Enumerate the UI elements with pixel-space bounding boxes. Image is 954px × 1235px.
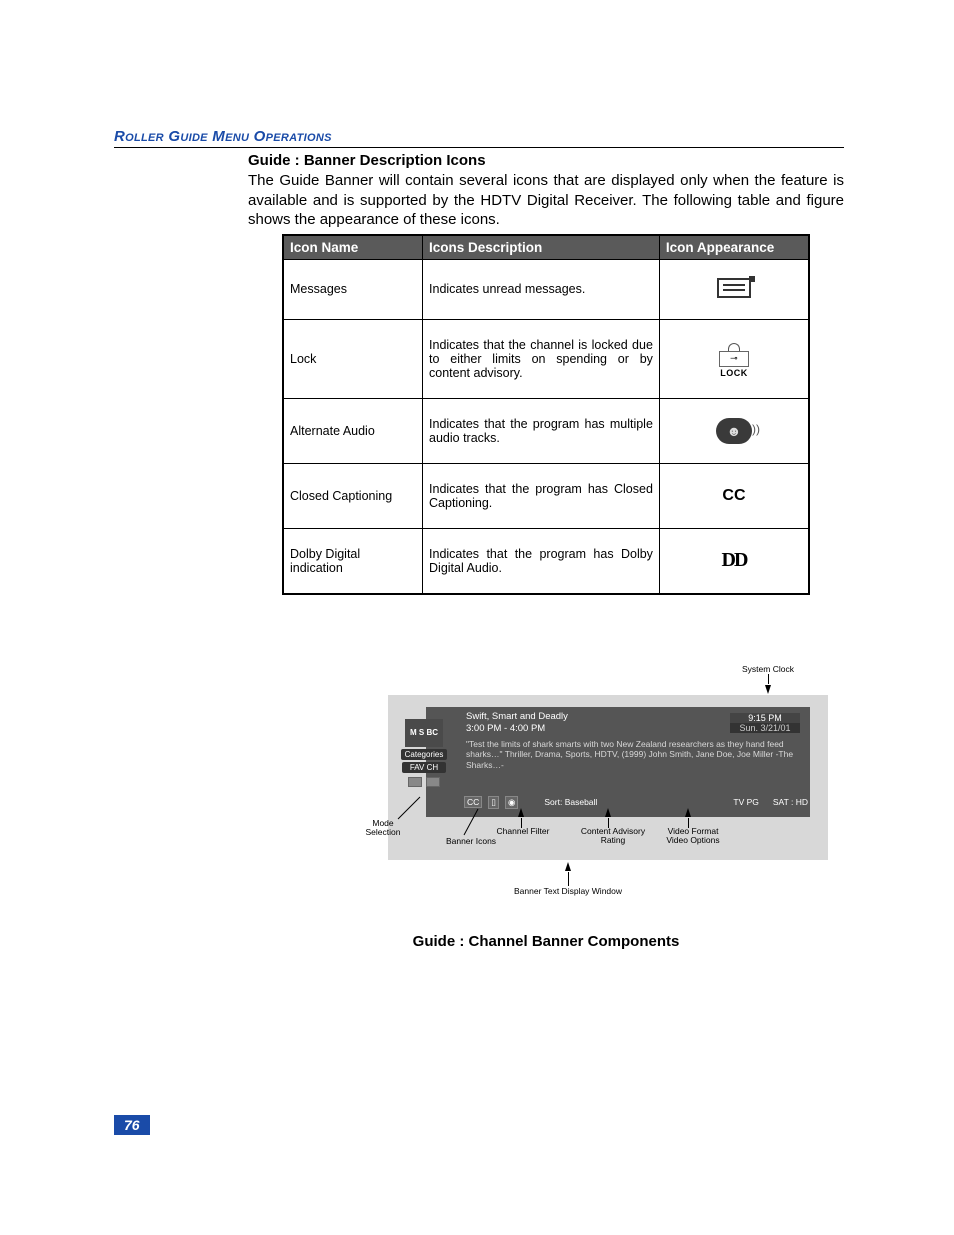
section-header: Roller Guide Menu Operations bbox=[114, 128, 844, 148]
sub-heading: Guide : Banner Description Icons bbox=[248, 152, 844, 169]
lock-icon: ⊸ LOCK bbox=[719, 343, 749, 378]
cc-icon: CC bbox=[722, 487, 745, 504]
arrow-line bbox=[396, 795, 426, 821]
mode-icons bbox=[408, 777, 440, 787]
program-title: Swift, Smart and Deadly bbox=[466, 711, 568, 722]
arrow-video-format bbox=[678, 807, 698, 828]
cell-desc: Indicates that the program has multiple … bbox=[423, 398, 660, 463]
cell-name: Alternate Audio bbox=[283, 398, 423, 463]
intro-paragraph: The Guide Banner will contain several ic… bbox=[248, 171, 844, 230]
label-video-format: Video Format Video Options bbox=[648, 827, 738, 846]
table-row: Lock Indicates that the channel is locke… bbox=[283, 319, 809, 398]
program-description: "Test the limits of shark smarts with tw… bbox=[466, 739, 796, 771]
favch-pill: FAV CH bbox=[402, 762, 446, 773]
clock-box: 9:15 PM Sun. 3/21/01 bbox=[730, 713, 800, 733]
tvpg-text: TV PG bbox=[733, 797, 759, 807]
sort-text: Sort: Baseball bbox=[544, 797, 597, 807]
cell-appearance: ⊸ LOCK bbox=[659, 319, 809, 398]
messages-icon bbox=[717, 278, 751, 298]
table-row: Dolby Digital indication Indicates that … bbox=[283, 528, 809, 594]
table-row: Messages Indicates unread messages. bbox=[283, 259, 809, 319]
label-content-advisory: Content Advisory Rating bbox=[568, 827, 658, 846]
arrow-content-advisory bbox=[598, 807, 618, 828]
label-banner-icons: Banner Icons bbox=[436, 837, 506, 846]
cell-appearance: CC bbox=[659, 463, 809, 528]
banner-components-diagram: System Clock 9:15 PM Sun. 3/21/01 M S BC… bbox=[248, 665, 848, 895]
content-block: Guide : Banner Description Icons The Gui… bbox=[248, 152, 844, 950]
page-number: 76 bbox=[114, 1115, 150, 1135]
cell-desc: Indicates that the program has Dolby Dig… bbox=[423, 528, 660, 594]
label-text: Mode Selection bbox=[366, 818, 401, 837]
categories-pill: Categories bbox=[401, 749, 448, 760]
cell-appearance bbox=[659, 259, 809, 319]
cell-desc: Indicates that the channel is locked due… bbox=[423, 319, 660, 398]
cell-desc: Indicates that the program has Closed Ca… bbox=[423, 463, 660, 528]
dd-badge: ▯ bbox=[488, 796, 499, 809]
sathd-text: SAT : HD bbox=[773, 797, 808, 807]
cell-name: Lock bbox=[283, 319, 423, 398]
label-text: Banner Icons bbox=[446, 836, 496, 846]
lock-label: LOCK bbox=[720, 368, 748, 378]
icon-table: Icon Name Icons Description Icon Appeara… bbox=[282, 234, 810, 595]
left-panel: M S BC Categories FAV CH bbox=[398, 719, 450, 787]
arrow-banner-text bbox=[558, 861, 578, 886]
program-time: 3:00 PM - 4:00 PM bbox=[466, 723, 545, 734]
cell-appearance: ☻ bbox=[659, 398, 809, 463]
cell-name: Closed Captioning bbox=[283, 463, 423, 528]
label-text: System Clock bbox=[742, 664, 794, 674]
table-row: Closed Captioning Indicates that the pro… bbox=[283, 463, 809, 528]
th-icon-desc: Icons Description bbox=[423, 235, 660, 260]
cell-name: Dolby Digital indication bbox=[283, 528, 423, 594]
arrow-channel-filter bbox=[511, 807, 531, 828]
cell-name: Messages bbox=[283, 259, 423, 319]
cell-appearance: DD bbox=[659, 528, 809, 594]
network-logo: M S BC bbox=[405, 719, 443, 747]
clock-time: 9:15 PM bbox=[730, 713, 800, 723]
cell-desc: Indicates unread messages. bbox=[423, 259, 660, 319]
label-system-clock: System Clock bbox=[728, 665, 808, 695]
table-row: Alternate Audio Indicates that the progr… bbox=[283, 398, 809, 463]
th-icon-name: Icon Name bbox=[283, 235, 423, 260]
figure-caption: Guide : Channel Banner Components bbox=[248, 933, 844, 950]
th-icon-appearance: Icon Appearance bbox=[659, 235, 809, 260]
clock-date: Sun. 3/21/01 bbox=[730, 723, 800, 733]
alternate-audio-icon: ☻ bbox=[716, 418, 752, 444]
label-channel-filter: Channel Filter bbox=[488, 827, 558, 836]
arrow-line bbox=[458, 807, 488, 837]
label-banner-text-window: Banner Text Display Window bbox=[498, 887, 638, 896]
dolby-icon: DD bbox=[722, 549, 747, 571]
